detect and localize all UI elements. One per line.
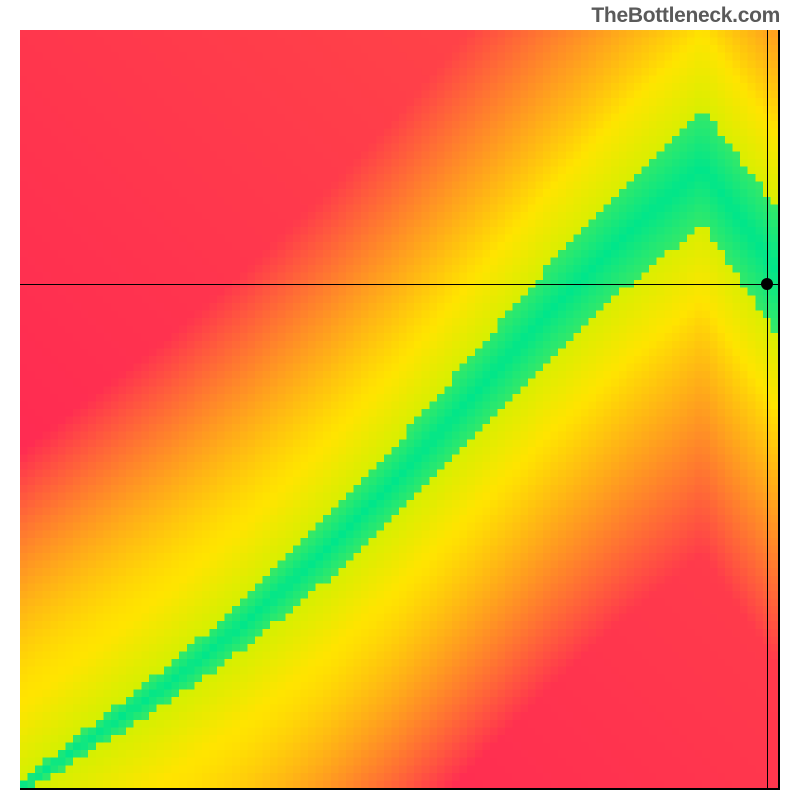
watermark-text: TheBottleneck.com <box>591 4 780 28</box>
bottleneck-heatmap <box>20 30 780 790</box>
heatmap-canvas <box>20 30 778 788</box>
